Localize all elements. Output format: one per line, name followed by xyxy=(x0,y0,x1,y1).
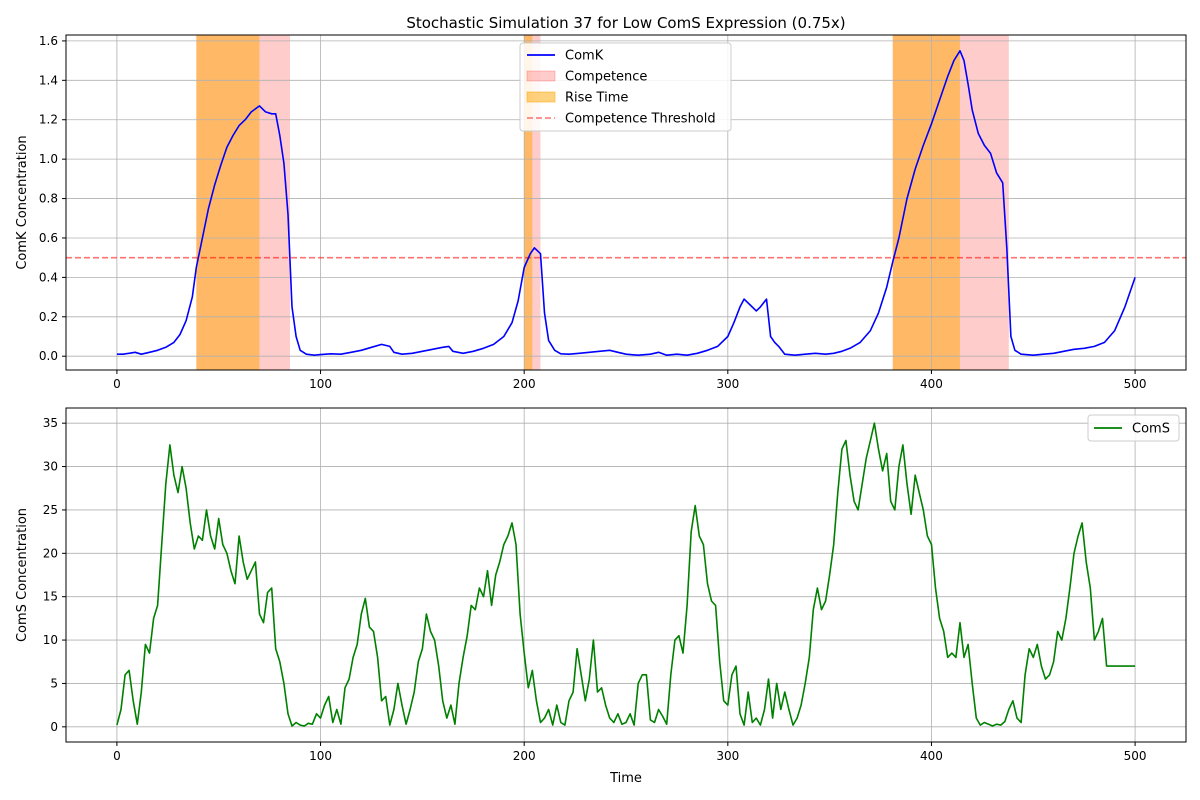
legend-label: Rise Time xyxy=(565,91,628,106)
x-tick-label: 100 xyxy=(309,377,332,391)
y-tick-label: 0.4 xyxy=(39,270,58,284)
y-tick-label: 1.2 xyxy=(39,113,58,127)
legend-label: ComK xyxy=(565,49,604,64)
coms-legend: ComS xyxy=(1087,414,1180,442)
comk-series-line xyxy=(116,50,1136,356)
legend-swatch-competence xyxy=(526,70,556,82)
y-tick-label: 0.8 xyxy=(39,192,58,206)
rise-time-span xyxy=(524,35,533,370)
x-tick-label: 300 xyxy=(716,749,739,763)
plot-frame xyxy=(65,34,1187,371)
legend-label: Competence Threshold xyxy=(565,112,716,127)
y-tick-label: 35 xyxy=(43,416,58,430)
y-tick-label: 0.0 xyxy=(39,349,58,363)
y-tick-label: 20 xyxy=(43,546,58,560)
x-axis-label: Time xyxy=(609,771,642,786)
x-tick-label: 400 xyxy=(920,377,943,391)
legend-swatch-rise-time xyxy=(526,91,556,103)
y-tick-label: 1.4 xyxy=(39,73,58,87)
rise-time-span xyxy=(892,35,960,370)
x-tick-label: 200 xyxy=(513,377,536,391)
x-tick-label: 100 xyxy=(309,749,332,763)
y-tick-label: 0 xyxy=(50,720,58,734)
rise-time-span xyxy=(196,35,260,370)
y-tick-label: 1.0 xyxy=(39,152,58,166)
y-tick-label: 30 xyxy=(43,460,58,474)
x-tick-label: 500 xyxy=(1124,377,1147,391)
x-tick-label: 200 xyxy=(513,749,536,763)
y-tick-label: 1.6 xyxy=(39,34,58,48)
legend-box xyxy=(1087,414,1180,442)
plot-frame xyxy=(65,407,1187,743)
x-tick-label: 300 xyxy=(716,377,739,391)
x-tick-label: 400 xyxy=(920,749,943,763)
coms-series-line xyxy=(116,422,1136,727)
legend-label: Competence xyxy=(565,70,647,85)
y-tick-label: 0.6 xyxy=(39,231,58,245)
x-tick-label: 500 xyxy=(1124,749,1147,763)
y-tick-label: 15 xyxy=(43,590,58,604)
comk-legend: ComK Competence Rise Time Competence Thresh… xyxy=(519,42,732,132)
legend-box xyxy=(519,42,732,132)
comk-plot: 0 100 200 300 400 500 0.0 0.2 0.4 0.6 0.8 1.0 1.2 1.4… xyxy=(15,34,1187,391)
x-tick-label: 0 xyxy=(113,377,121,391)
y-tick-label: 0.2 xyxy=(39,310,58,324)
y-axis-label: ComK Concentration xyxy=(15,135,30,269)
chart-title: Stochastic Simulation 37 for Low ComS Ex… xyxy=(406,14,845,32)
y-tick-label: 10 xyxy=(43,633,58,647)
coms-plot: 0 100 200 300 400 500 0 5 10 15 20 25 30 35 ComS Conce… xyxy=(15,407,1187,786)
y-tick-label: 25 xyxy=(43,503,58,517)
y-axis-label: ComS Concentration xyxy=(15,508,30,642)
legend-label: ComS xyxy=(1132,422,1170,437)
x-tick-label: 0 xyxy=(113,749,121,763)
y-tick-label: 5 xyxy=(50,676,58,690)
